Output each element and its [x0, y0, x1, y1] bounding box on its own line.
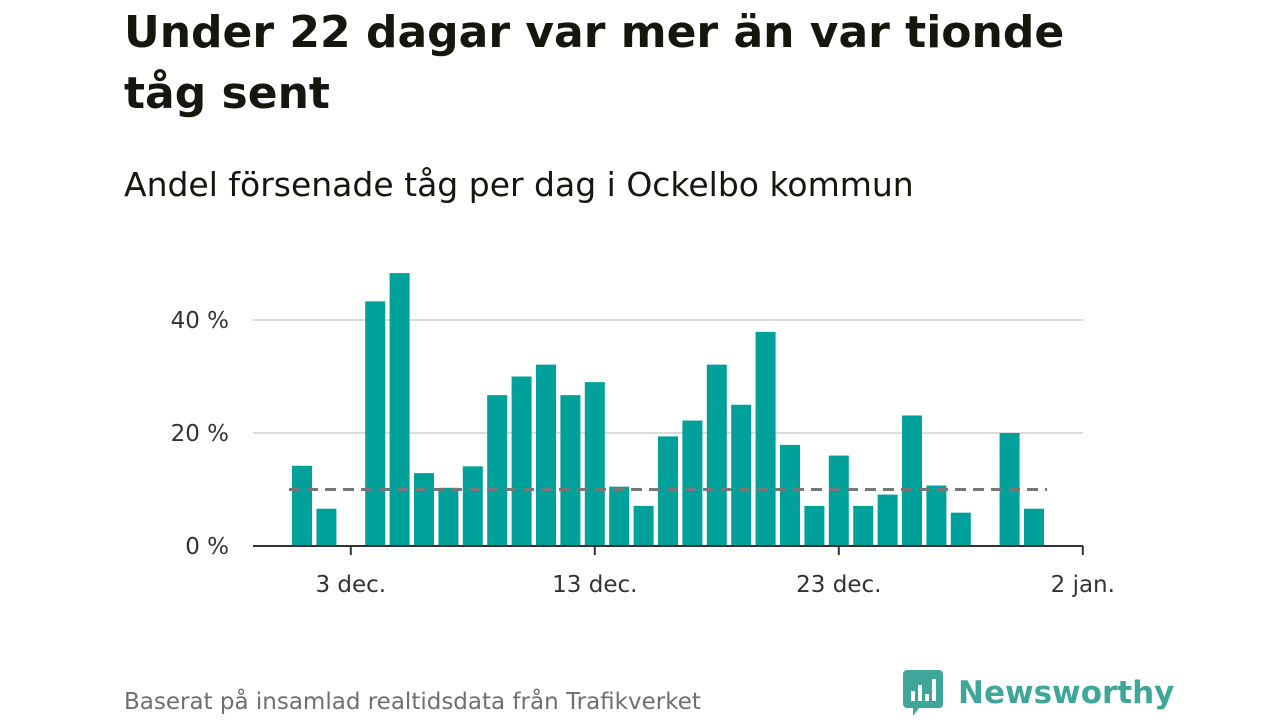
x-tick-label: 2 jan.: [1051, 572, 1115, 598]
y-tick-label: 20 %: [171, 421, 229, 447]
bar-chart: 0 % 20 % 40 % 3 dec. 13 dec. 23 dec. 2 jan.: [171, 273, 1115, 598]
bar: [462, 466, 483, 546]
bar: [389, 273, 410, 546]
bar: [804, 505, 825, 546]
chart-title: Under 22 dagar var mer än var tionde tåg…: [124, 7, 1065, 119]
bar: [682, 420, 703, 546]
y-tick-label: 0 %: [185, 534, 229, 560]
bar: [487, 395, 508, 546]
bar: [1024, 508, 1044, 546]
bar: [633, 505, 654, 546]
bar: [560, 395, 581, 546]
bar: [438, 487, 459, 546]
x-tick-label: 13 dec.: [552, 572, 637, 598]
y-tick-label: 40 %: [171, 308, 229, 334]
brand-logo: Newsworthy: [903, 670, 1174, 716]
bar: [853, 505, 874, 546]
bar: [828, 455, 849, 546]
bar: [609, 486, 630, 546]
bar: [731, 404, 752, 546]
bar: [511, 376, 532, 546]
bar: [658, 436, 678, 546]
bar: [414, 473, 434, 546]
bar: [755, 331, 776, 546]
bar: [292, 465, 312, 546]
bar: [706, 364, 727, 546]
bar: [316, 508, 337, 546]
x-tick-label: 23 dec.: [796, 572, 881, 598]
bar: [877, 494, 898, 546]
bar: [536, 364, 556, 546]
bar: [950, 512, 971, 546]
bar: [926, 485, 947, 546]
bar: [902, 415, 922, 546]
bar: [584, 382, 605, 546]
chart-subtitle: Andel försenade tåg per dag i Ockelbo ko…: [124, 165, 914, 204]
x-tick-label: 3 dec.: [315, 572, 386, 598]
bar: [365, 301, 386, 546]
source-note: Baserat på insamlad realtidsdata från Tr…: [124, 689, 701, 715]
bars: [292, 273, 1044, 546]
bar-chart-speech-bubble-icon: [903, 670, 943, 716]
axes: 0 % 20 % 40 % 3 dec. 13 dec. 23 dec. 2 jan.: [171, 308, 1115, 598]
bar: [780, 444, 800, 546]
brand-name: Newsworthy: [958, 675, 1175, 711]
